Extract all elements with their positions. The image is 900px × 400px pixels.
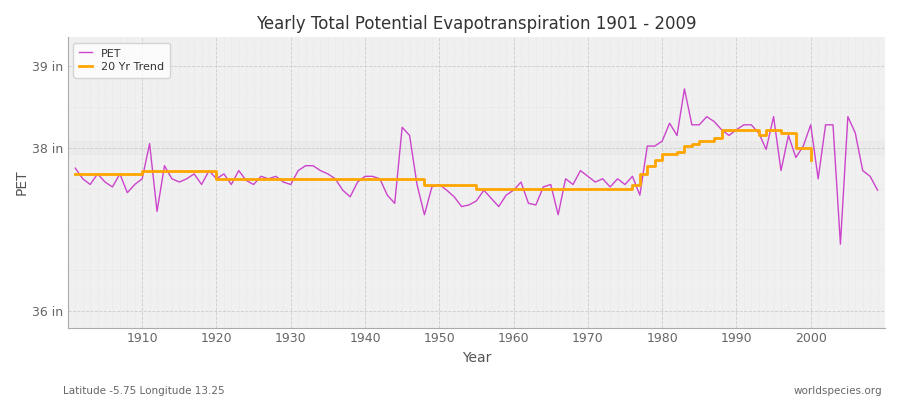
20 Yr Trend <box>739 127 750 132</box>
20 Yr Trend <box>753 133 764 138</box>
Line: PET: PET <box>76 89 878 244</box>
X-axis label: Year: Year <box>462 351 491 365</box>
PET <box>338 188 348 193</box>
20 Yr Trend <box>657 152 668 157</box>
20 Yr Trend <box>790 145 801 150</box>
20 Yr Trend <box>411 176 422 181</box>
20 Yr Trend <box>419 182 430 187</box>
Line: 20 Yr Trend: 20 Yr Trend <box>76 130 811 188</box>
PET <box>292 168 303 173</box>
20 Yr Trend <box>538 186 549 191</box>
PET <box>679 86 689 91</box>
20 Yr Trend <box>687 141 698 146</box>
20 Yr Trend <box>212 176 222 181</box>
Y-axis label: PET: PET <box>15 170 29 195</box>
20 Yr Trend <box>701 139 712 144</box>
20 Yr Trend <box>70 172 81 176</box>
PET <box>508 188 519 193</box>
20 Yr Trend <box>671 149 682 154</box>
20 Yr Trend <box>776 130 787 135</box>
20 Yr Trend <box>649 158 660 162</box>
20 Yr Trend <box>716 127 727 132</box>
20 Yr Trend <box>806 158 816 162</box>
20 Yr Trend <box>731 127 742 132</box>
20 Yr Trend <box>523 186 534 191</box>
PET <box>70 166 81 170</box>
20 Yr Trend <box>783 130 794 135</box>
20 Yr Trend <box>664 152 675 157</box>
20 Yr Trend <box>627 182 638 187</box>
20 Yr Trend <box>746 127 757 132</box>
20 Yr Trend <box>137 168 148 173</box>
20 Yr Trend <box>724 127 734 132</box>
20 Yr Trend <box>642 163 652 168</box>
20 Yr Trend <box>769 127 779 132</box>
20 Yr Trend <box>760 127 771 132</box>
PET <box>598 176 608 181</box>
20 Yr Trend <box>493 186 504 191</box>
PET <box>500 193 511 198</box>
Text: Latitude -5.75 Longitude 13.25: Latitude -5.75 Longitude 13.25 <box>63 386 225 396</box>
20 Yr Trend <box>441 182 452 187</box>
PET <box>835 242 846 246</box>
PET <box>130 182 140 187</box>
Bar <box>68 141 885 154</box>
20 Yr Trend <box>582 186 593 191</box>
Title: Yearly Total Potential Evapotranspiration 1901 - 2009: Yearly Total Potential Evapotranspiratio… <box>256 15 697 33</box>
PET <box>872 188 883 193</box>
Legend: PET, 20 Yr Trend: PET, 20 Yr Trend <box>74 43 170 78</box>
20 Yr Trend <box>471 186 482 191</box>
20 Yr Trend <box>798 145 809 150</box>
20 Yr Trend <box>634 172 645 176</box>
20 Yr Trend <box>806 158 816 162</box>
20 Yr Trend <box>708 136 719 140</box>
20 Yr Trend <box>679 144 689 148</box>
20 Yr Trend <box>694 139 705 144</box>
Text: worldspecies.org: worldspecies.org <box>794 386 882 396</box>
